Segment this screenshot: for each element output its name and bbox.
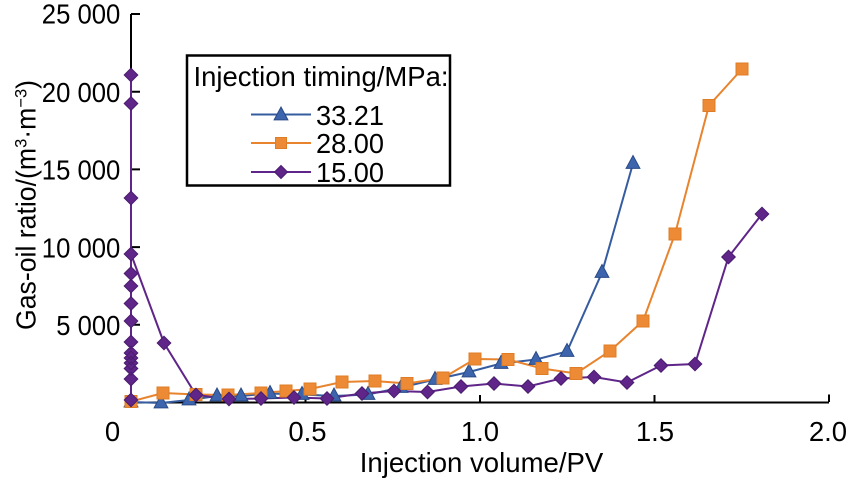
svg-text:15 000: 15 000: [42, 155, 121, 186]
svg-text:0.5: 0.5: [288, 416, 326, 447]
svg-text:1.5: 1.5: [636, 416, 674, 447]
svg-text:33.21: 33.21: [316, 100, 384, 131]
svg-text:1.0: 1.0: [461, 416, 499, 447]
svg-text:2.0: 2.0: [809, 416, 847, 447]
svg-text:15.00: 15.00: [316, 157, 384, 188]
svg-text:Injection volume/PV: Injection volume/PV: [360, 447, 604, 478]
svg-text:0: 0: [105, 416, 120, 447]
svg-text:Gas-oil ratio/(m3·m−3): Gas-oil ratio/(m3·m−3): [11, 80, 42, 330]
svg-text:20 000: 20 000: [42, 77, 121, 108]
svg-text:28.00: 28.00: [316, 128, 384, 159]
svg-text:10 000: 10 000: [42, 232, 121, 263]
svg-text:25 000: 25 000: [42, 0, 121, 30]
svg-text:5 000: 5 000: [56, 310, 120, 341]
svg-text:Injection timing/MPa:: Injection timing/MPa:: [194, 61, 449, 92]
